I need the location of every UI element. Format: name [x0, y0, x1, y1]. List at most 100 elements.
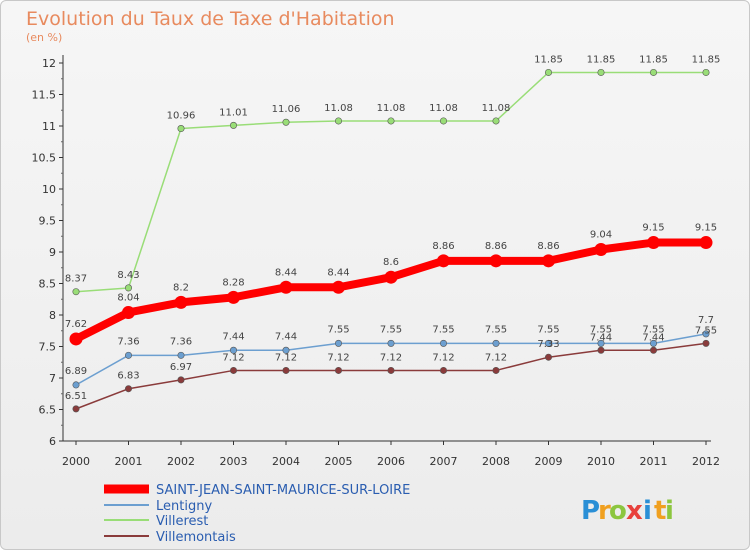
y-tick-label: 12 [42, 57, 56, 70]
data-label: 11.08 [482, 103, 511, 114]
data-point [492, 117, 500, 125]
data-label: 7.44 [222, 331, 244, 342]
data-label: 7.62 [65, 319, 87, 330]
data-point [649, 346, 657, 354]
data-point [387, 117, 395, 125]
data-point [387, 366, 395, 374]
y-tick-label: 8 [49, 309, 56, 322]
logo-letter: P [581, 496, 600, 526]
data-point [702, 330, 710, 338]
data-label: 8.2 [173, 282, 189, 293]
data-point [122, 305, 135, 319]
data-point [492, 339, 500, 347]
data-label: 7.33 [537, 339, 559, 350]
y-tick-label: 11.5 [32, 89, 57, 102]
logo-letter: r [598, 496, 611, 526]
x-tick-label: 2009 [535, 455, 563, 468]
data-point [699, 236, 713, 250]
data-label: 7.55 [590, 324, 612, 335]
data-point [282, 366, 290, 374]
data-point [125, 385, 133, 393]
data-label: 7.12 [380, 352, 402, 363]
data-label: 6.51 [65, 391, 87, 402]
data-label: 7.12 [485, 352, 507, 363]
data-label: 7.12 [432, 352, 454, 363]
x-tick-label: 2007 [430, 455, 458, 468]
y-tick-label: 10.5 [32, 152, 57, 165]
series-1: 6.897.36 7.36 7.44 7.447.55 7.55 7.55 7.55 7.55… [65, 315, 714, 389]
data-label: 7.36 [170, 336, 192, 347]
data-label: 8.86 [485, 241, 507, 252]
legend-label: Villemontais [156, 530, 236, 545]
data-point [174, 295, 188, 309]
data-label: 8.6 [383, 257, 399, 268]
y-tick-label: 9 [49, 246, 56, 259]
data-point [72, 381, 80, 389]
data-point [230, 346, 238, 354]
data-label: 7.12 [222, 352, 244, 363]
data-label: 8.28 [222, 277, 244, 288]
data-point [177, 125, 185, 133]
y-tick-label: 7 [49, 372, 56, 385]
data-label: 7.55 [432, 324, 454, 335]
y-tick-label: 8.5 [39, 278, 57, 291]
x-tick-label: 2002 [167, 455, 195, 468]
data-label: 7.44 [590, 332, 612, 343]
y-tick-label: 9.5 [39, 215, 57, 228]
data-point [227, 290, 240, 304]
data-point [334, 339, 342, 347]
data-label: 8.44 [327, 267, 349, 278]
y-tick-label: 6.5 [39, 404, 57, 417]
data-label: 7.55 [642, 324, 664, 335]
x-tick-label: 2003 [220, 455, 248, 468]
x-tick-label: 2006 [377, 455, 405, 468]
x-tick-label: 2011 [640, 455, 668, 468]
series-0: 7.62 8.04 8.2 8.28 8.44 8.44 8.6 8.86 8.86 8.86 9.… [65, 223, 717, 346]
data-label: 8.43 [117, 270, 139, 281]
data-label: 8.04 [117, 292, 139, 303]
logo-letter: i [665, 496, 674, 526]
data-point [279, 280, 293, 294]
data-point [439, 366, 447, 374]
logo-letter: x [626, 496, 643, 526]
data-label: 7.55 [485, 324, 507, 335]
data-label: 7.55 [380, 324, 402, 335]
data-point [597, 346, 605, 354]
data-label: 11.08 [377, 103, 406, 114]
data-label: 7.44 [642, 332, 664, 343]
data-point [334, 366, 342, 374]
data-point [597, 339, 605, 347]
data-point [544, 353, 552, 361]
logo-letter: o [609, 496, 627, 526]
data-point [384, 270, 398, 284]
legend-label: Lentigny [156, 499, 212, 514]
data-label: 11.85 [692, 54, 721, 65]
data-label: 11.08 [324, 103, 353, 114]
data-point [439, 117, 447, 125]
data-point [334, 117, 342, 125]
chart-subtitle: (en %) [26, 31, 62, 44]
data-point [437, 254, 450, 268]
x-tick-label: 2010 [587, 455, 615, 468]
y-tick-label: 6 [49, 435, 56, 448]
data-label: 9.15 [695, 223, 717, 234]
data-point [282, 118, 290, 126]
data-label: 7.55 [537, 324, 559, 335]
data-label: 11.08 [429, 103, 458, 114]
x-tick-label: 2012 [692, 455, 720, 468]
x-tick-label: 2001 [115, 455, 143, 468]
x-tick-label: 2005 [325, 455, 353, 468]
data-label: 7.12 [327, 352, 349, 363]
data-point [647, 236, 660, 250]
data-point [649, 68, 657, 76]
x-tick-label: 2000 [62, 455, 90, 468]
axes: 6 6.5 7 7.5 8 8.5 9 9.5 10 10.5 11 11.5 12 2000 2001 20… [32, 55, 720, 468]
data-point [489, 254, 503, 268]
data-point [177, 376, 185, 384]
y-tick-label: 11 [42, 120, 56, 133]
data-point [439, 339, 447, 347]
data-label: 11.85 [534, 54, 563, 65]
data-point [282, 346, 290, 354]
logo-letter: t [654, 496, 666, 526]
